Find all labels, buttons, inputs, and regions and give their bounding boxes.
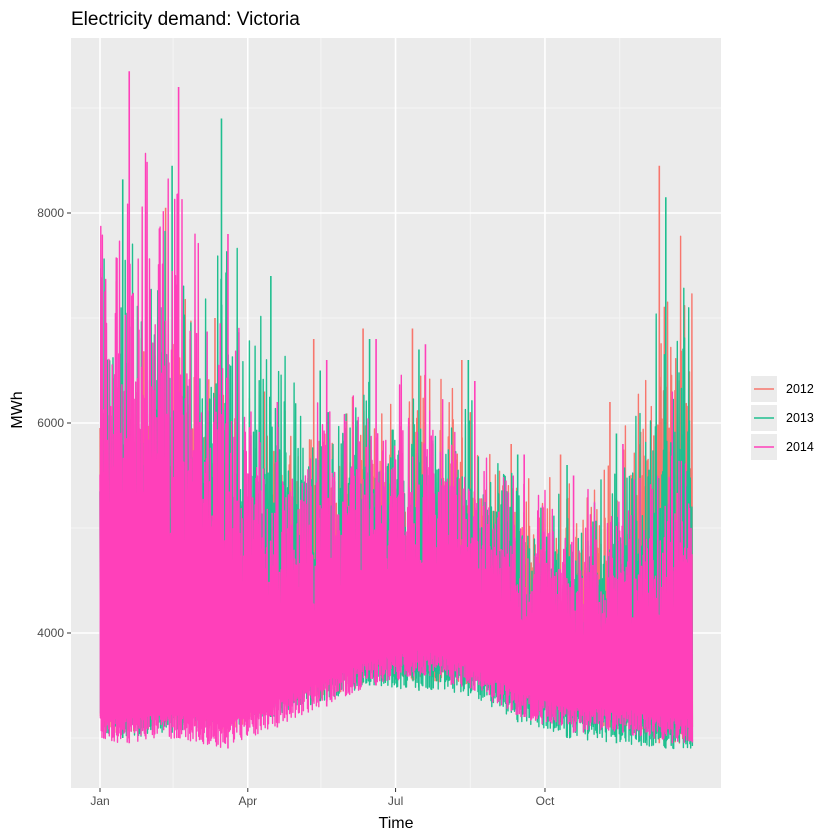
y-tick-label: 8000 [37, 206, 64, 220]
y-tick-label: 4000 [37, 626, 64, 640]
x-tick-label: Jul [388, 794, 403, 808]
legend: 2012 2013 2014 [750, 376, 824, 462]
x-tick-label: Oct [536, 794, 555, 808]
x-axis-ticks: Jan Apr Jul Oct [90, 788, 555, 808]
series-2014 [99, 71, 694, 749]
legend-label-2013: 2013 [786, 411, 814, 425]
x-tick-label: Apr [238, 794, 257, 808]
legend-label-2012: 2012 [786, 382, 814, 396]
chart-title: Electricity demand: Victoria [71, 9, 300, 30]
y-tick-label: 6000 [37, 416, 64, 430]
x-tick-label: Jan [90, 794, 109, 808]
series-line-2014 [99, 152, 694, 748]
legend-label-2014: 2014 [786, 440, 814, 454]
plot-panel [71, 38, 721, 788]
x-axis-label: Time [379, 815, 414, 832]
y-axis-ticks: 4000 6000 8000 [37, 206, 71, 640]
y-axis-label: MWh [9, 391, 26, 428]
